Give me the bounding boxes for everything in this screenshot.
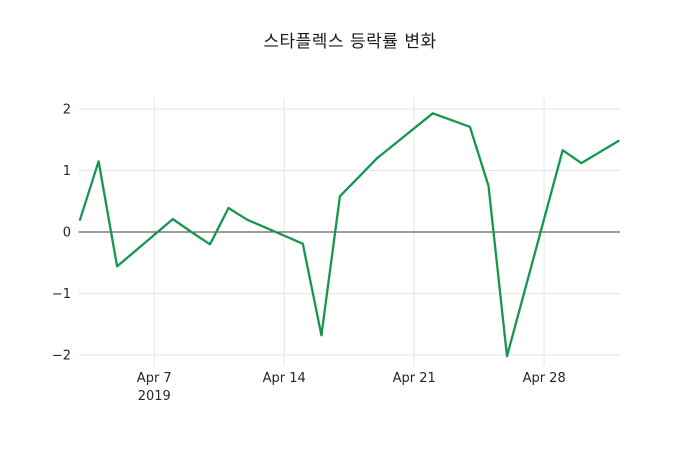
x-tick-label: Apr 14: [263, 371, 306, 386]
chart-title: 스타플렉스 등락률 변화: [263, 32, 437, 52]
x-tick-label: Apr 28: [523, 371, 566, 386]
y-tick-label: 2: [63, 103, 71, 118]
y-tick-label: 0: [63, 226, 71, 241]
x-tick-label: Apr 21: [393, 371, 436, 386]
x-tick-label: Apr 7: [137, 371, 172, 386]
year-offset-label: 2019: [138, 389, 171, 404]
series-line: [78, 112, 620, 358]
y-tick-label: −2: [52, 349, 71, 364]
y-tick-label: 1: [63, 164, 71, 179]
y-tick-label: −1: [52, 287, 71, 302]
